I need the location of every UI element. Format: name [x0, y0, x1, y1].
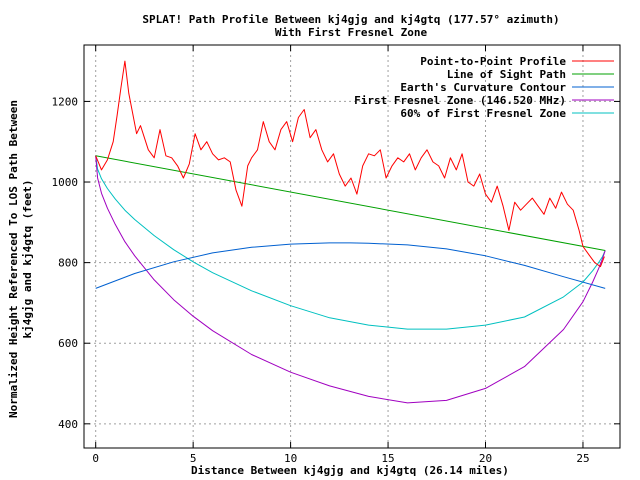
chart-title: SPLAT! Path Profile Between kj4gjg and k… — [142, 13, 559, 26]
series-group — [95, 60, 606, 404]
y-axis-label-line1: Normalized Height Referenced To LOS Path… — [7, 100, 20, 418]
y-tick-label: 800 — [58, 257, 78, 270]
y-tick-label: 1000 — [52, 176, 79, 189]
y-tick-label: 1200 — [52, 95, 79, 108]
series-line-line-of-sight-path — [95, 155, 606, 251]
x-tick-label: 0 — [92, 452, 99, 465]
x-tick-label: 10 — [284, 452, 297, 465]
x-tick-label: 5 — [190, 452, 197, 465]
series-line-point-to-point-profile — [95, 60, 605, 268]
y-tick-label: 400 — [58, 418, 78, 431]
chart-subtitle: With First Fresnel Zone — [275, 26, 428, 39]
y-tick-label: 600 — [58, 337, 78, 350]
grid — [84, 45, 620, 448]
series-line-first-fresnel-zone-146-520-mhz — [95, 155, 606, 404]
legend-label: First Fresnel Zone (146.520 MHz) — [354, 94, 566, 107]
plot-frame — [83, 44, 621, 449]
x-tick-label: 15 — [381, 452, 394, 465]
x-tick-label: 25 — [576, 452, 589, 465]
legend-label: Point-to-Point Profile — [420, 55, 566, 68]
series-line-earth-s-curvature-contour — [95, 242, 606, 289]
legend-label: 60% of First Fresnel Zone — [400, 107, 566, 120]
y-axis-label-line2: kj4gjg and kj4gtq (feet) — [21, 180, 34, 339]
legend-label: Line of Sight Path — [447, 68, 566, 81]
axis-ticks: 0 5 10 15 20 25 400 600 800 1000 1200 — [52, 45, 620, 465]
legend-label: Earth's Curvature Contour — [400, 81, 566, 94]
x-tick-label: 20 — [479, 452, 492, 465]
x-axis-label: Distance Between kj4gjg and kj4gtq (26.1… — [191, 464, 509, 477]
